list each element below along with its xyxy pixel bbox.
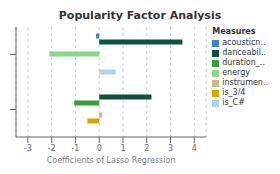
html-text:instrumen..: instrumen.. — [222, 78, 268, 87]
svg-text:2: 2 — [144, 144, 149, 153]
svg-text:3: 3 — [168, 144, 173, 153]
html-text:Popularity Factor Analysis: Popularity Factor Analysis — [58, 9, 222, 22]
html-text:is_3/4: is_3/4 — [222, 88, 246, 97]
svg-text:0: 0 — [97, 144, 102, 153]
svg-text:-3: -3 — [24, 144, 32, 153]
html-text:danceabil..: danceabil.. — [222, 48, 267, 57]
html-text:duration_..: duration_.. — [222, 58, 265, 67]
svg-text:4: 4 — [192, 144, 197, 153]
html-text:energy: energy — [222, 68, 250, 77]
html-text:Measures: Measures — [212, 27, 256, 36]
html-text:acousticn..: acousticn.. — [222, 38, 266, 47]
html-text:is_C#: is_C# — [222, 98, 245, 107]
svg-text:-1: -1 — [71, 144, 79, 153]
svg-text:Coefficients of Lasso Regressi: Coefficients of Lasso Regression — [47, 156, 176, 165]
svg-text:-2: -2 — [48, 144, 56, 153]
svg-text:1: 1 — [120, 144, 125, 153]
